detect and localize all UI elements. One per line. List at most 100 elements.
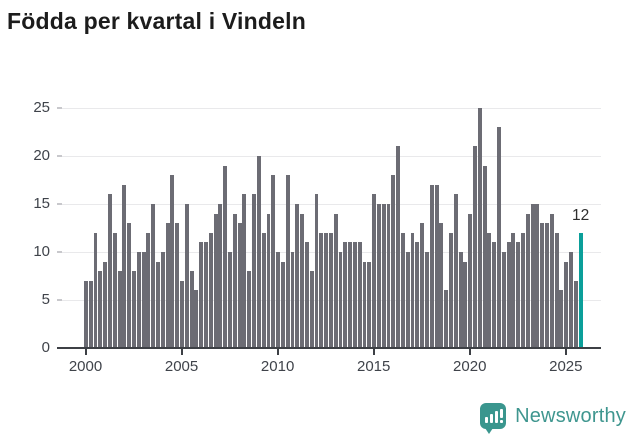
bar: [376, 204, 381, 348]
y-axis-label: 0: [41, 339, 50, 356]
logo-bar-icon: [490, 414, 494, 423]
bar: [266, 213, 271, 348]
bar: [108, 194, 112, 348]
gridline: [57, 155, 601, 157]
logo-bar-icon: [495, 411, 499, 423]
bar: [285, 175, 290, 348]
bar: [328, 232, 333, 348]
bar: [439, 223, 444, 348]
bar: [525, 213, 530, 348]
bar: [208, 232, 213, 348]
y-axis-label: 5: [41, 291, 50, 308]
y-tick-mark: [57, 107, 62, 109]
bar: [405, 252, 410, 348]
bar: [170, 175, 175, 348]
x-tick-mark: [180, 349, 183, 355]
bar: [84, 280, 88, 348]
bar: [391, 175, 396, 348]
bar: [218, 204, 223, 348]
bar: [247, 271, 252, 348]
bar: [473, 146, 477, 348]
bar: [477, 108, 482, 348]
bar: [136, 252, 141, 348]
bar: [410, 232, 415, 348]
bar: [228, 252, 232, 348]
y-axis-label: 10: [33, 243, 50, 260]
bar: [204, 242, 208, 348]
bar: [304, 242, 309, 348]
bar: [232, 213, 237, 348]
bar: [290, 252, 295, 348]
bar: [189, 271, 194, 348]
bar: [160, 252, 165, 348]
newsworthy-chart-bubble-icon: [480, 403, 507, 434]
bar: [434, 184, 439, 348]
bar: [564, 261, 569, 348]
bar: [127, 223, 132, 348]
x-tick-mark: [84, 349, 87, 355]
bar: [348, 242, 353, 348]
bar: [429, 184, 434, 348]
bar: [237, 223, 242, 348]
bar: [295, 204, 300, 348]
bar: [420, 223, 425, 348]
newsworthy-logo[interactable]: Newsworthy: [480, 403, 626, 434]
bar: [343, 242, 348, 348]
bar: [506, 242, 511, 348]
bar: [367, 261, 372, 348]
x-axis-label: 2010: [260, 358, 295, 375]
bar: [425, 252, 429, 348]
x-axis-label: 2025: [549, 358, 583, 375]
x-tick-mark: [468, 349, 471, 355]
bar: [400, 232, 405, 348]
bar: [276, 252, 280, 348]
bar: [141, 252, 146, 348]
bar: [559, 290, 564, 348]
bar: [175, 223, 180, 348]
bar: [444, 290, 449, 348]
bar: [458, 252, 463, 348]
bar: [549, 213, 554, 348]
newsworthy-brand-text: Newsworthy: [515, 404, 626, 427]
x-axis-label: 2020: [453, 358, 487, 375]
bar: [252, 194, 256, 348]
x-tick-mark: [564, 349, 567, 355]
gridline: [57, 107, 601, 109]
bar: [151, 204, 156, 348]
bar: [242, 194, 247, 348]
bar: [271, 175, 276, 348]
bar: [184, 204, 189, 348]
bar: [103, 261, 108, 348]
bar: [573, 280, 578, 348]
bar: [545, 223, 549, 348]
bar: [117, 271, 122, 348]
bar: [93, 232, 98, 348]
bar: [501, 252, 506, 348]
y-axis-label: 20: [33, 147, 50, 164]
bar: [468, 213, 473, 348]
bar: [324, 232, 329, 348]
bar: [453, 194, 458, 348]
x-axis-label: 2005: [164, 358, 199, 375]
y-tick-mark: [57, 155, 62, 157]
bar: [199, 242, 204, 348]
bar: [381, 204, 386, 348]
bar: [535, 204, 540, 348]
y-axis-label: 25: [33, 99, 50, 116]
x-tick-mark: [372, 349, 375, 355]
bar: [309, 271, 314, 348]
bar: [492, 242, 497, 348]
bar: [156, 261, 160, 348]
gridline: [57, 203, 601, 205]
highlight-bar: [578, 232, 583, 348]
bar: [415, 242, 420, 348]
y-tick-mark: [57, 299, 62, 301]
y-axis-label: 15: [33, 195, 50, 212]
bar: [98, 271, 103, 348]
bar: [372, 194, 377, 348]
logo-exclamation-icon: [500, 409, 504, 418]
